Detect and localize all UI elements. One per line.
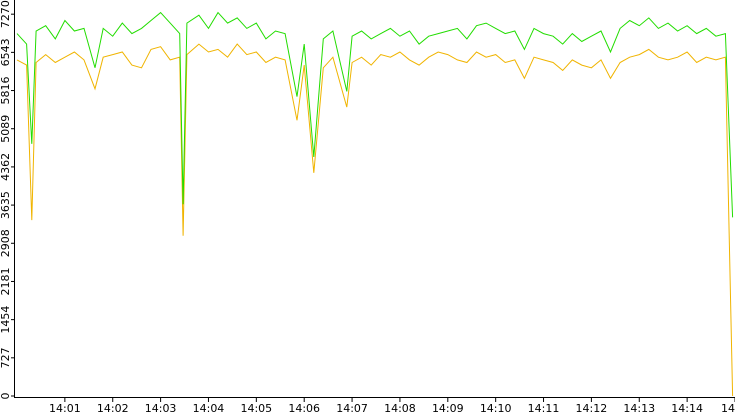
x-tick-label: 14:10 — [480, 402, 512, 415]
y-tick-label: 7270 — [0, 0, 12, 28]
x-tick-label: 14:14 — [671, 402, 703, 415]
series-line — [16, 43, 734, 397]
y-tick-label: 0 — [0, 393, 12, 400]
x-tick-label: 14:09 — [432, 402, 464, 415]
y-tick-label: 4362 — [0, 153, 12, 181]
x-tick-label: 14:12 — [576, 402, 608, 415]
y-tick-label: 2181 — [0, 267, 12, 295]
x-tick-label: 14:01 — [49, 402, 81, 415]
x-tick-label: 14:02 — [97, 402, 129, 415]
x-tick-label: 14:05 — [240, 402, 272, 415]
x-tick-label: 14:03 — [145, 402, 177, 415]
y-tick-label: 727 — [0, 347, 12, 368]
series-line — [16, 11, 734, 218]
y-tick-label: 1454 — [0, 306, 12, 334]
x-tick-label: 14 — [721, 402, 735, 415]
x-tick-label: 14:08 — [384, 402, 416, 415]
y-tick-label: 6543 — [0, 38, 12, 66]
x-tick-label: 14:04 — [193, 402, 225, 415]
x-tick-label: 14:07 — [336, 402, 368, 415]
y-tick-label: 2908 — [0, 229, 12, 257]
y-tick-label: 3635 — [0, 191, 12, 219]
x-tick-label: 14:06 — [288, 402, 320, 415]
x-tick-label: 14:13 — [623, 402, 655, 415]
y-tick-label: 5089 — [0, 115, 12, 143]
x-tick-label: 14:11 — [528, 402, 560, 415]
y-tick-label: 5816 — [0, 77, 12, 105]
